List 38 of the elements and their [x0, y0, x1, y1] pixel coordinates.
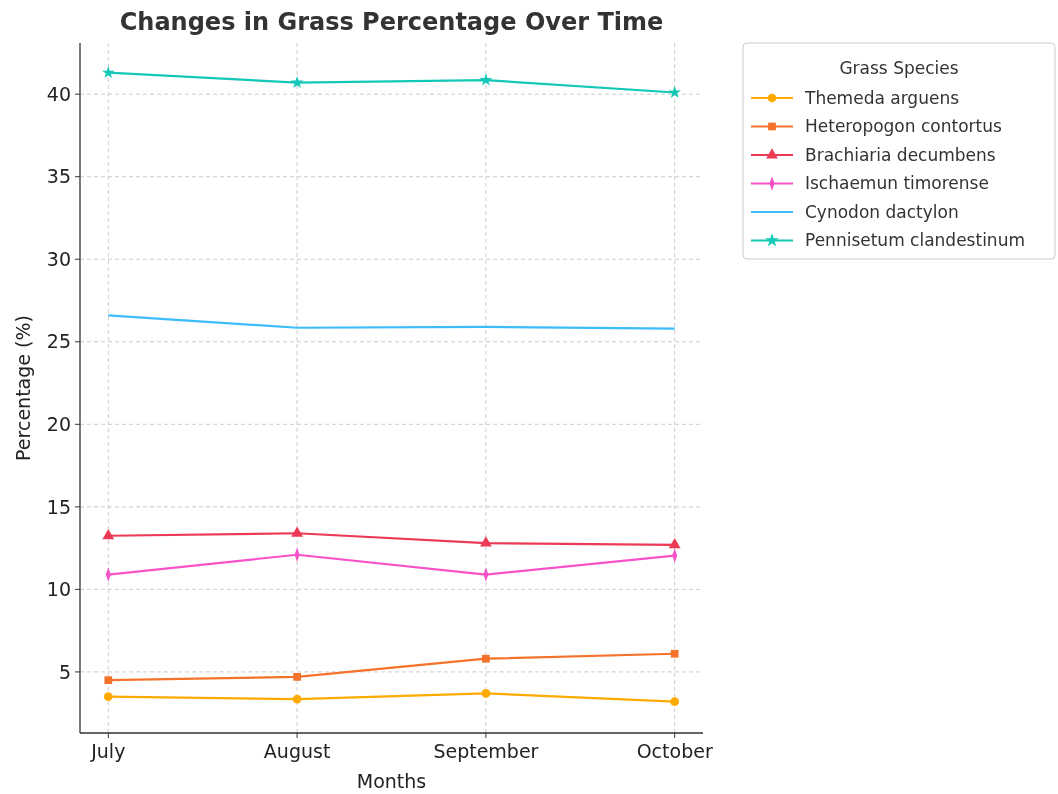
point [292, 694, 302, 704]
point [103, 692, 113, 702]
y-tick-label: 30 [46, 247, 71, 270]
line-series [107, 314, 676, 330]
point [479, 73, 493, 86]
y-tick-label: 10 [46, 578, 71, 601]
x-tick-label: September [433, 740, 539, 762]
point [670, 697, 680, 706]
x-tick-label: August [263, 740, 331, 762]
legend-label: Ischaemun timorense [805, 173, 989, 194]
y-axis-title: Percentage (%) [12, 315, 34, 461]
y-tick-label: 25 [46, 330, 71, 353]
point [482, 654, 490, 663]
point [670, 649, 679, 658]
x-tick-label: October [636, 740, 713, 762]
y-tick-label: 5 [58, 660, 71, 683]
y-tick-label: 40 [46, 82, 71, 105]
point [481, 689, 491, 698]
x-tick-label: July [90, 740, 126, 762]
x-axis-title: Months [356, 770, 427, 792]
y-tick-label: 35 [46, 165, 71, 188]
point [102, 528, 115, 540]
point [293, 673, 301, 681]
legend-label: Brachiaria decumbens [805, 144, 996, 165]
point [290, 75, 304, 89]
legend-label: Pennisetum clandestinum [805, 230, 1025, 251]
point [480, 536, 492, 547]
legend-label: Heteropogon contortus [805, 116, 1002, 137]
y-tick-label: 15 [46, 495, 71, 518]
legend-title: Grass Species [839, 58, 959, 78]
point [291, 526, 303, 537]
point [668, 538, 681, 549]
chart-title: Changes in Grass Percentage Over Time [119, 8, 664, 36]
point [668, 85, 682, 98]
legend-label: Cynodon dactylon [805, 201, 959, 222]
legend-label: Themeda arguens [804, 87, 960, 108]
point [104, 676, 113, 685]
y-tick-label: 20 [46, 412, 71, 435]
